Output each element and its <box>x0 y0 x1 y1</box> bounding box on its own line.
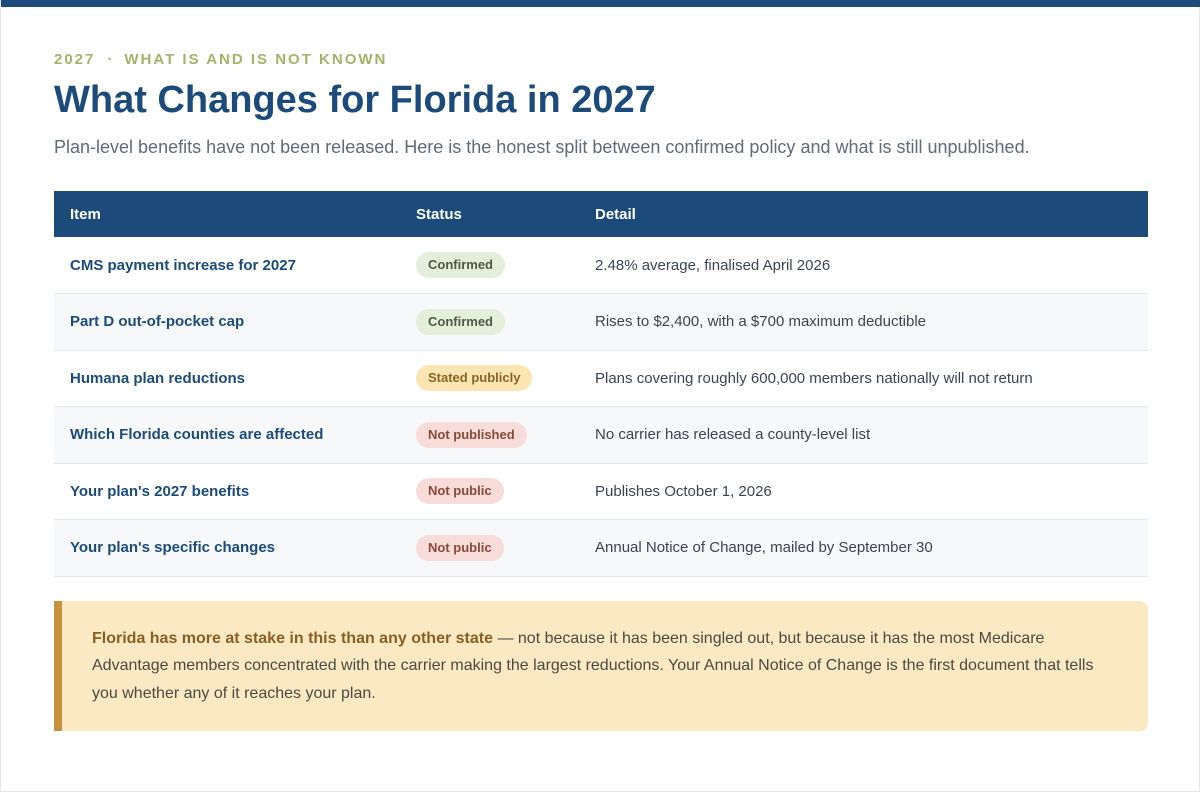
status-badge: Not public <box>416 534 504 561</box>
eyebrow-separator: · <box>107 50 113 68</box>
table-row: Humana plan reductions Stated publicly P… <box>54 350 1148 407</box>
column-header-item: Item <box>70 205 101 223</box>
row-detail: Publishes October 1, 2026 <box>595 482 772 500</box>
row-detail: Rises to $2,400, with a $700 maximum ded… <box>595 313 927 331</box>
column-header-status: Status <box>416 205 462 223</box>
status-table: Item Status Detail CMS payment increase … <box>54 191 1148 577</box>
table-body: CMS payment increase for 2027 Confirmed … <box>54 237 1148 576</box>
row-status-cell: Confirmed <box>400 237 579 294</box>
main-content: 2027 · WHAT IS AND IS NOT KNOWN What Cha… <box>54 50 1148 731</box>
status-badge: Stated publicly <box>416 365 533 392</box>
eyebrow: 2027 · WHAT IS AND IS NOT KNOWN <box>54 50 1148 68</box>
row-status-cell: Confirmed <box>400 294 579 351</box>
row-detail: Plans covering roughly 600,000 members n… <box>595 369 1033 387</box>
page-title: What Changes for Florida in 2027 <box>54 79 656 121</box>
table-row: Which Florida counties are affected Not … <box>54 406 1148 464</box>
row-item: CMS payment increase for 2027 <box>70 256 296 274</box>
status-badge: Confirmed <box>416 308 505 335</box>
row-status-cell: Not public <box>400 520 579 577</box>
table-row: CMS payment increase for 2027 Confirmed … <box>54 237 1148 294</box>
page-subtitle: Plan-level benefits have not been releas… <box>54 137 1030 157</box>
eyebrow-year: 2027 <box>54 50 96 68</box>
table-row: Your plan's specific changes Not public … <box>54 519 1148 577</box>
table-row: Part D out-of-pocket cap Confirmed Rises… <box>54 293 1148 351</box>
row-item: Your plan's 2027 benefits <box>70 482 250 500</box>
row-detail: No carrier has released a county-level l… <box>595 426 871 444</box>
eyebrow-label: WHAT IS AND IS NOT KNOWN <box>124 50 388 68</box>
table-row: Your plan's 2027 benefits Not public Pub… <box>54 463 1148 520</box>
row-item: Your plan's specific changes <box>70 539 276 557</box>
row-status-cell: Not public <box>400 463 579 520</box>
row-item: Part D out-of-pocket cap <box>70 313 245 331</box>
status-badge: Not published <box>416 421 527 448</box>
row-detail: 2.48% average, finalised April 2026 <box>595 256 831 274</box>
top-accent-bar <box>1 0 1200 7</box>
row-status-cell: Stated publicly <box>400 350 579 407</box>
row-detail: Annual Notice of Change, mailed by Septe… <box>595 539 933 557</box>
column-header-detail: Detail <box>595 205 636 223</box>
status-badge: Not public <box>416 478 504 505</box>
callout-lead: Florida has more at stake in this than a… <box>92 629 493 647</box>
callout-body: — not because it has been singled out, b… <box>92 629 1094 702</box>
status-badge: Confirmed <box>416 252 505 278</box>
row-item: Which Florida counties are affected <box>70 426 324 444</box>
florida-callout: Florida has more at stake in this than a… <box>54 600 1148 731</box>
table-header: Item Status Detail <box>54 191 1148 237</box>
row-status-cell: Not published <box>400 407 579 464</box>
table-header-row: Item Status Detail <box>54 191 1148 237</box>
row-item: Humana plan reductions <box>70 369 246 387</box>
